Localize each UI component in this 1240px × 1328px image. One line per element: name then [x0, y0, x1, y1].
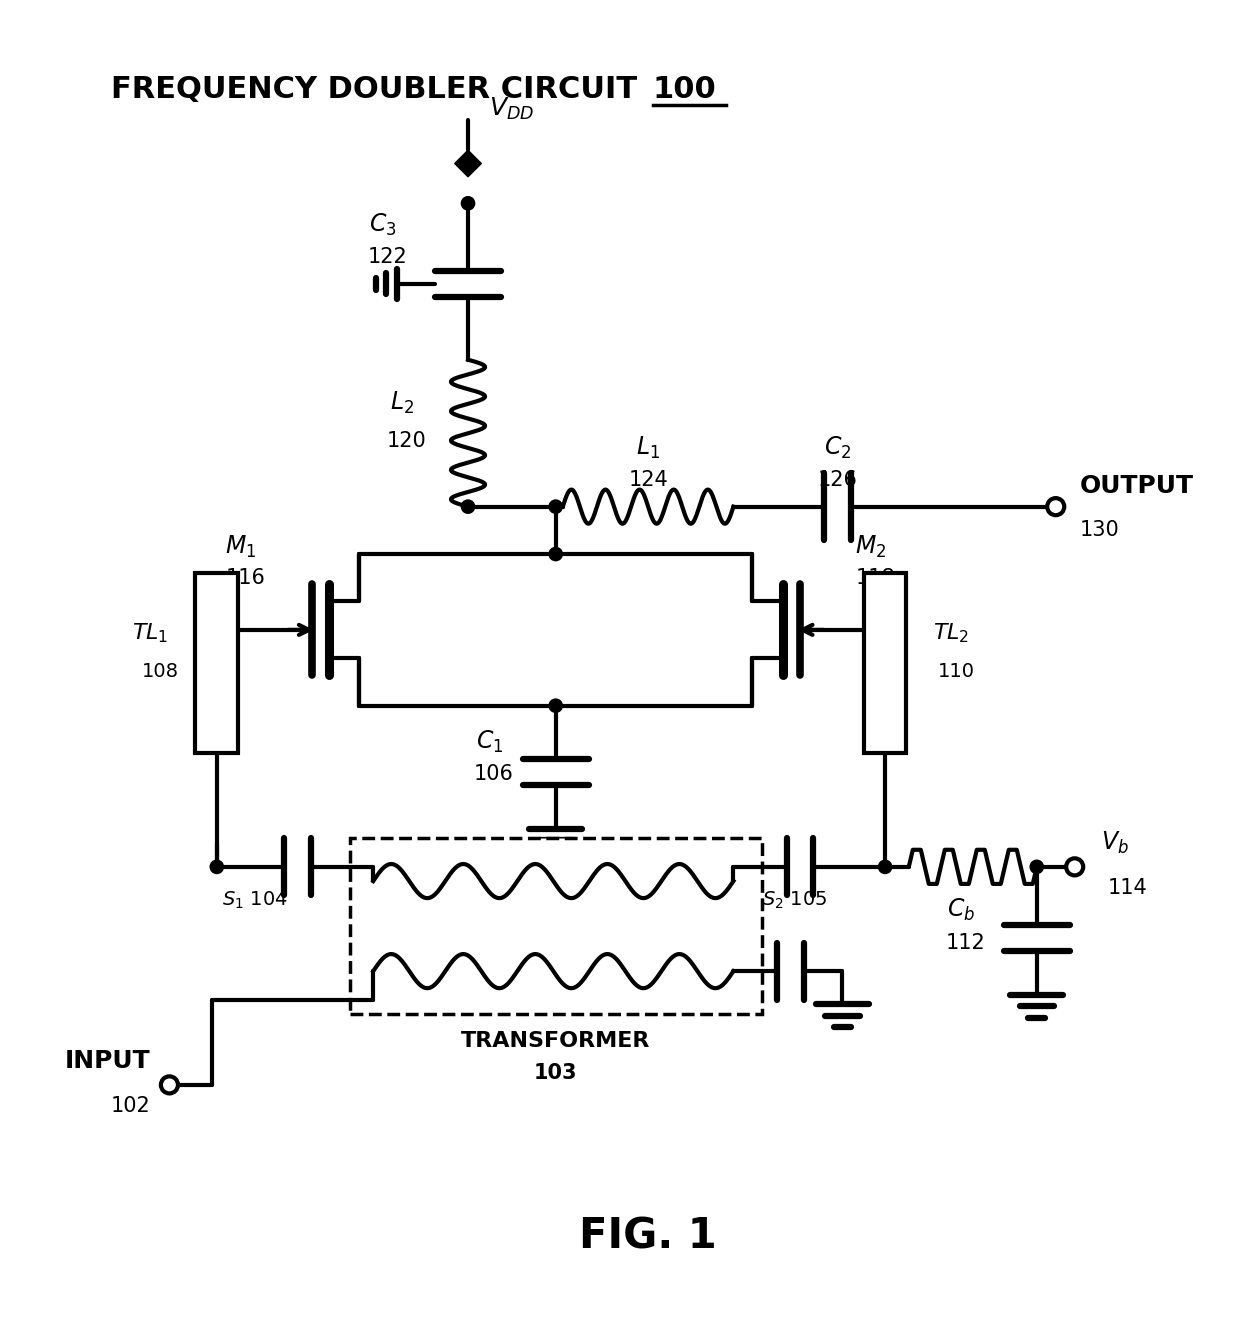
Text: TRANSFORMER: TRANSFORMER [461, 1031, 651, 1050]
Text: 100: 100 [653, 76, 717, 104]
Bar [350, 838, 761, 1013]
Text: $S_1$ 104: $S_1$ 104 [222, 890, 288, 911]
Text: 114: 114 [1107, 878, 1147, 898]
Text: 103: 103 [534, 1064, 578, 1084]
Text: 124: 124 [629, 470, 668, 490]
Text: FIG. 1: FIG. 1 [579, 1215, 717, 1258]
Circle shape [878, 861, 892, 874]
Text: $S_2$ 105: $S_2$ 105 [761, 890, 827, 911]
Polygon shape [455, 150, 481, 177]
Text: $L_1$: $L_1$ [636, 434, 660, 461]
Text: $V_{DD}$: $V_{DD}$ [489, 96, 534, 122]
Text: $C_3$: $C_3$ [368, 211, 397, 238]
Text: $L_2$: $L_2$ [389, 389, 414, 416]
Text: $C_b$: $C_b$ [947, 898, 975, 923]
Text: $M_2$: $M_2$ [856, 534, 887, 560]
Bar [196, 572, 238, 753]
Circle shape [549, 699, 562, 712]
Text: $C_1$: $C_1$ [476, 728, 503, 754]
Text: $TL_1$: $TL_1$ [133, 622, 169, 645]
Text: $C_2$: $C_2$ [825, 434, 852, 461]
Text: $V_b$: $V_b$ [1101, 830, 1130, 857]
Circle shape [461, 501, 475, 514]
Text: 116: 116 [226, 568, 265, 588]
Text: $M_1$: $M_1$ [224, 534, 257, 560]
Text: 110: 110 [937, 663, 975, 681]
Text: FREQUENCY DOUBLER CIRCUIT: FREQUENCY DOUBLER CIRCUIT [112, 76, 649, 104]
Text: INPUT: INPUT [64, 1049, 150, 1073]
Text: OUTPUT: OUTPUT [1080, 474, 1193, 498]
Text: 118: 118 [856, 568, 895, 588]
Text: $TL_2$: $TL_2$ [934, 622, 970, 645]
Text: 102: 102 [110, 1096, 150, 1116]
Bar [864, 572, 906, 753]
Circle shape [211, 861, 223, 874]
Circle shape [461, 197, 475, 210]
Text: 130: 130 [1080, 521, 1120, 540]
Circle shape [549, 501, 562, 514]
Text: 122: 122 [367, 247, 407, 267]
Circle shape [1030, 861, 1043, 874]
Circle shape [549, 547, 562, 560]
Text: 126: 126 [817, 470, 858, 490]
Text: 108: 108 [141, 663, 179, 681]
Text: 120: 120 [387, 432, 427, 452]
Text: 106: 106 [474, 764, 515, 784]
Text: 112: 112 [946, 934, 986, 954]
